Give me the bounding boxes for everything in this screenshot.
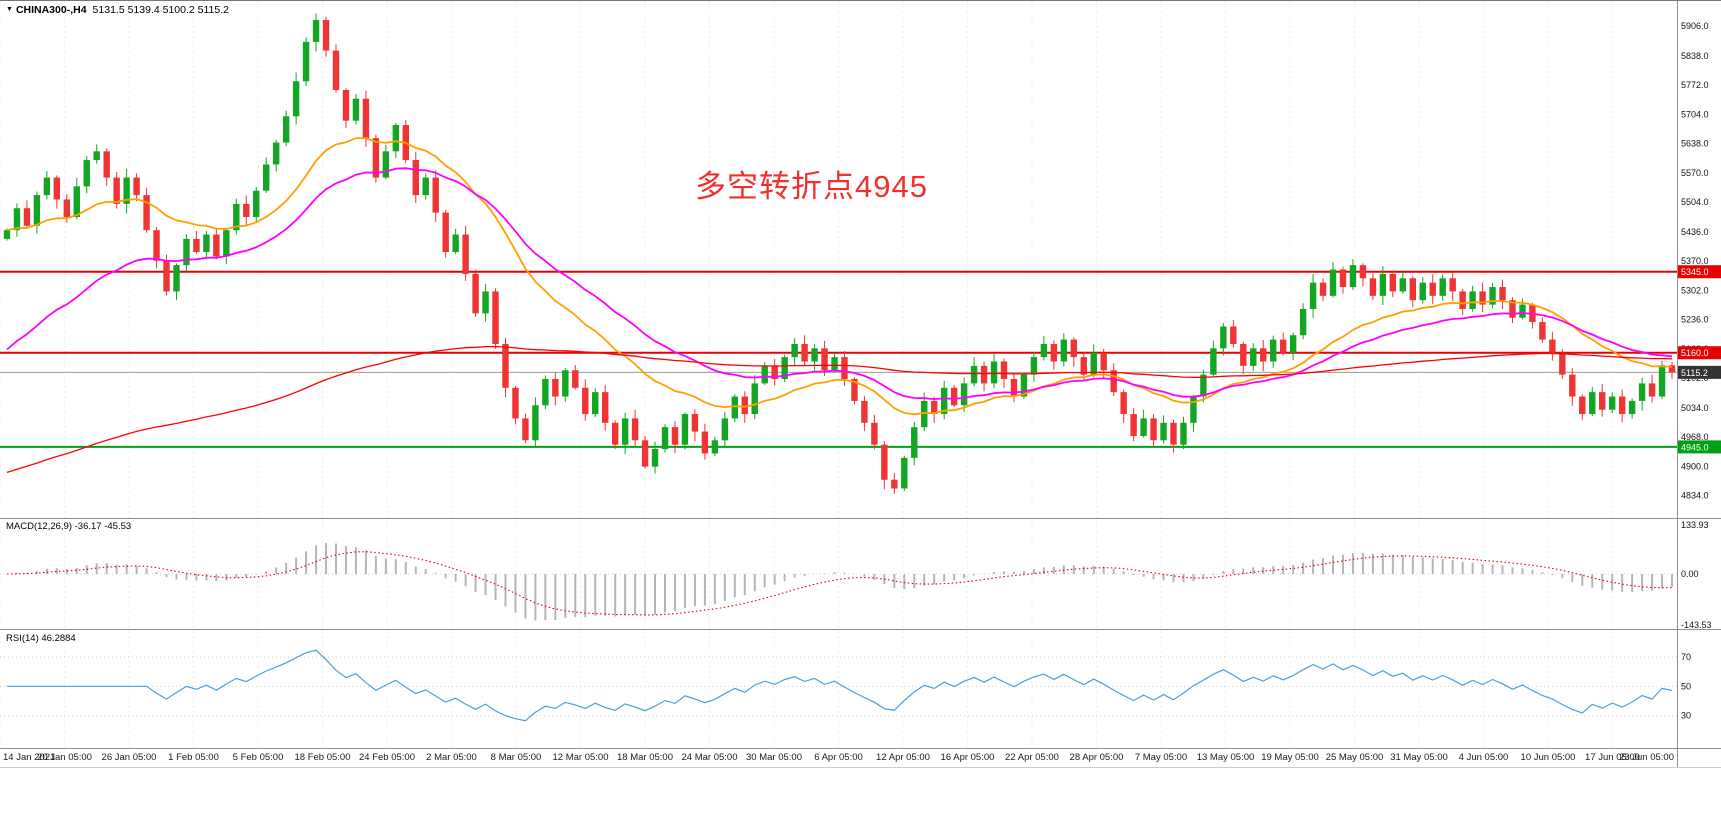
time-axis-label: 12 Apr 05:00 <box>876 752 930 763</box>
panel-separators <box>0 1 1721 768</box>
time-axis-label: 8 Mar 05:00 <box>491 752 542 763</box>
price-axis-label: 4834.0 <box>1681 490 1709 500</box>
rsi-axis-label: 30 <box>1681 711 1691 721</box>
grid-layer <box>0 1 1678 748</box>
level-lines-layer <box>0 270 1677 448</box>
macd-histogram <box>15 542 1674 621</box>
candles-layer <box>3 13 1676 494</box>
time-axis-label: 1 Feb 05:00 <box>168 752 219 763</box>
annotation-text[interactable]: 多空转折点4945 <box>695 169 928 204</box>
price-level-badge-label: 5345.0 <box>1681 267 1709 277</box>
rsi-axis-label: 70 <box>1681 652 1691 662</box>
time-axis-label: 10 Jun 05:00 <box>1521 752 1576 763</box>
price-axis-label: 5302.0 <box>1681 286 1709 296</box>
time-axis-label: 26 Jan 05:00 <box>102 752 157 763</box>
macd-axis-label: 0.00 <box>1681 569 1699 579</box>
price-axis-label: 5838.0 <box>1681 51 1709 61</box>
rsi-indicator-header: RSI(14) 46.2884 <box>6 633 76 644</box>
price-level-badge <box>1678 365 1721 379</box>
time-axis-label: 25 May 05:00 <box>1326 752 1384 763</box>
price-axis: 5906.0 5838.0 5772.0 5704.0 5638.0 5570.0 5504… <box>1681 21 1709 500</box>
price-axis-label: 5704.0 <box>1681 110 1709 120</box>
time-axis-label: 2 Mar 05:00 <box>426 752 477 763</box>
macd-axis-label: -143.53 <box>1681 620 1712 630</box>
time-axis-label: 23 Jun 05:00 <box>1619 752 1674 763</box>
time-axis-label: 24 Mar 05:00 <box>682 752 738 763</box>
time-axis-label: 18 Mar 05:00 <box>617 752 673 763</box>
price-axis-label: 4900.0 <box>1681 462 1709 472</box>
price-level-badge <box>1678 265 1721 279</box>
time-axis-label: 19 May 05:00 <box>1261 752 1319 763</box>
symbol-marker-icon: ▼ <box>6 6 13 13</box>
ohlc-values: 5131.5 5139.4 5100.2 5115.2 <box>92 4 229 16</box>
price-axis-label: 5772.0 <box>1681 80 1709 90</box>
price-axis-label: 5436.0 <box>1681 227 1709 237</box>
time-axis-label: 31 May 05:00 <box>1390 752 1448 763</box>
macd-axis-label: 133.93 <box>1681 520 1709 530</box>
time-axis-label: 20 Jan 05:00 <box>37 752 92 763</box>
price-axis-label: 5236.0 <box>1681 314 1709 324</box>
macd-indicator-header: MACD(12,26,9) -36.17 -45.53 <box>6 521 132 532</box>
time-axis-label: 7 May 05:00 <box>1135 752 1187 763</box>
time-axis-label: 4 Jun 05:00 <box>1459 752 1509 763</box>
time-axis-label: 12 Mar 05:00 <box>553 752 609 763</box>
price-level-badge-label: 4945.0 <box>1681 442 1709 452</box>
price-level-badge <box>1678 346 1721 360</box>
rsi-axis-label: 50 <box>1681 681 1691 691</box>
price-level-badge-label: 5115.2 <box>1681 368 1708 378</box>
macd-panel: 133.93 0.00 -143.53 <box>0 520 1712 630</box>
time-axis-label: 14 Jan 2021 <box>3 752 55 763</box>
price-axis-label: 5570.0 <box>1681 168 1709 178</box>
time-axis-label: 30 Mar 05:00 <box>746 752 802 763</box>
time-axis-label: 17 Jun 05:00 <box>1585 752 1640 763</box>
time-axis-label: 16 Apr 05:00 <box>941 752 995 763</box>
time-axis-label: 18 Feb 05:00 <box>295 752 351 763</box>
rsi-line <box>7 649 1673 722</box>
ema-slow-line <box>6 345 1673 474</box>
time-axis-label: 24 Feb 05:00 <box>359 752 415 763</box>
price-axis-label: 5638.0 <box>1681 138 1709 148</box>
price-axis-label: 5504.0 <box>1681 197 1709 207</box>
rsi-panel: 70 50 30 <box>0 649 1691 722</box>
time-axis-label: 28 Apr 05:00 <box>1070 752 1124 763</box>
price-level-badge-label: 5160.0 <box>1681 348 1709 358</box>
price-level-badge <box>1678 440 1721 454</box>
symbol-period-label: CHINA300-,H4 <box>15 4 87 16</box>
symbol-ohlc-header: ▼ CHINA300-,H4 5131.5 5139.4 5100.2 5115.2 <box>6 4 229 16</box>
time-axis-label: 22 Apr 05:00 <box>1005 752 1059 763</box>
price-badges: 5345.0 5160.0 5115.2 4945.0 <box>1678 265 1721 454</box>
price-axis-label: 5906.0 <box>1681 21 1709 31</box>
time-axis-label: 5 Feb 05:00 <box>233 752 284 763</box>
price-axis-label: 5034.0 <box>1681 403 1709 413</box>
time-axis-label: 6 Apr 05:00 <box>814 752 863 763</box>
time-axis-label: 13 May 05:00 <box>1197 752 1255 763</box>
ema-medium-line <box>6 167 1673 401</box>
ema-fast-line <box>6 137 1673 416</box>
price-axis-label: 4968.0 <box>1681 432 1709 442</box>
moving-averages-layer <box>6 137 1673 474</box>
price-axis-label: 5370.0 <box>1681 256 1709 266</box>
